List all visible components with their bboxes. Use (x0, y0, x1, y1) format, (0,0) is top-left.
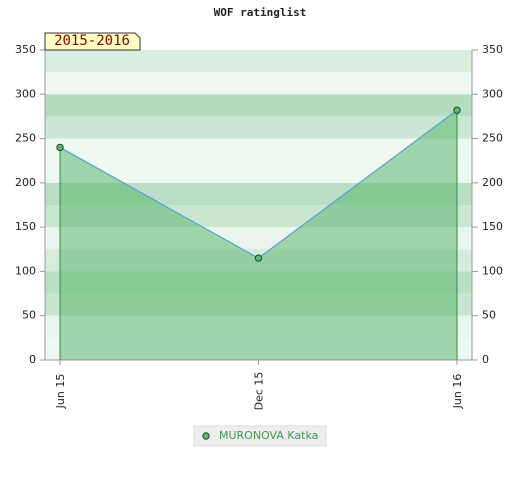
annotation: 2015-2016 (54, 33, 130, 49)
y-tick-label: 250 (15, 132, 36, 145)
y2-tick-label: 350 (482, 43, 503, 56)
band (45, 138, 472, 161)
band (45, 72, 472, 95)
y2-tick-label: 100 (482, 264, 503, 277)
y2-tick-label: 250 (482, 132, 503, 145)
y2-tick-label: 50 (482, 309, 496, 322)
x-tick-label: Dec 15 (253, 372, 266, 411)
y-tick-label: 50 (22, 309, 36, 322)
area (60, 110, 457, 360)
legend-box (193, 425, 327, 447)
y-tick-label: 350 (15, 43, 36, 56)
legend-label: MURONOVA Katka (219, 429, 318, 442)
y2-tick-label: 150 (482, 220, 503, 233)
y-tick-label: 100 (15, 264, 36, 277)
point (453, 106, 461, 114)
point (254, 254, 263, 262)
band (45, 50, 472, 73)
band (45, 94, 472, 117)
x-tick-label: Jun 16 (451, 374, 464, 410)
chart-title: WOF ratinglist (214, 6, 307, 19)
y2-tick-label: 0 (482, 353, 489, 366)
y2-tick-label: 200 (482, 176, 503, 189)
y-tick-label: 200 (15, 176, 36, 189)
x-tick-label: Jun 15 (54, 374, 67, 410)
y-tick-label: 300 (15, 87, 36, 100)
legend-marker (202, 432, 210, 440)
y-tick-label: 0 (29, 353, 36, 366)
y-tick-label: 150 (15, 220, 36, 233)
annotation-box (44, 32, 141, 51)
band (45, 160, 472, 183)
y2-tick-label: 300 (482, 87, 503, 100)
point (56, 143, 64, 152)
band (45, 116, 472, 139)
